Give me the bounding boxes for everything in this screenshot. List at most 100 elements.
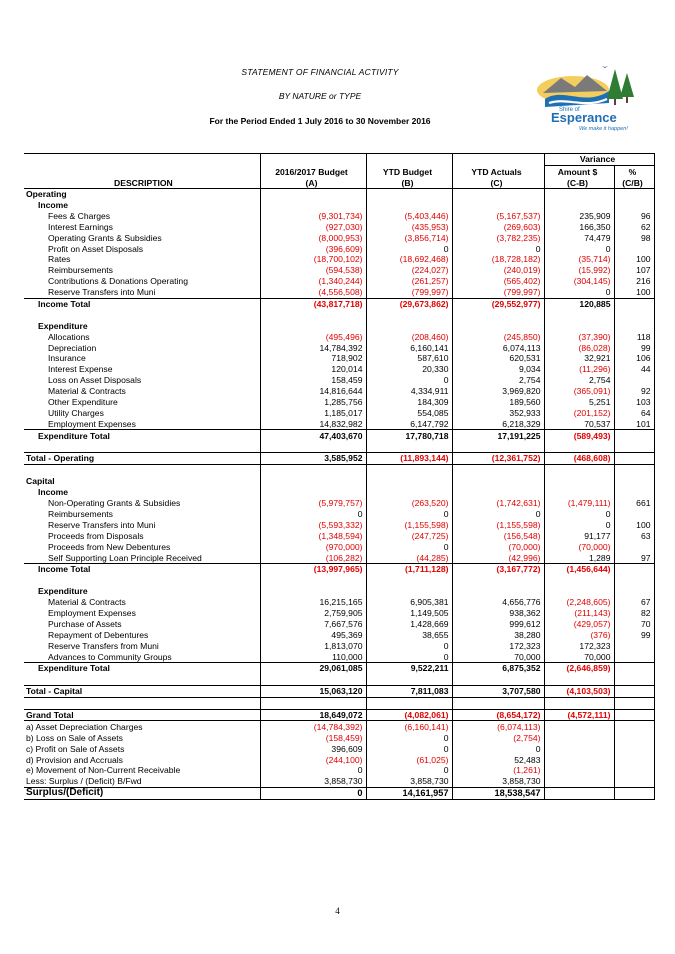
ytd-budget-cell bbox=[365, 574, 452, 586]
budget-cell: 15,063,120 bbox=[259, 684, 366, 698]
ytd-actuals-cell bbox=[451, 585, 544, 597]
col-amount-header: Amount $ bbox=[543, 165, 614, 177]
ytd-budget-cell bbox=[365, 585, 452, 597]
col-description-header: DESCRIPTION bbox=[24, 176, 260, 189]
row-label: Reserve Transfers into Muni bbox=[48, 519, 156, 530]
row-label: Less: Surplus / (Deficit) B/Fwd bbox=[26, 776, 142, 787]
variance-amount-cell: 0 bbox=[543, 508, 614, 520]
row-label: Profit on Asset Disposals bbox=[48, 243, 144, 254]
header-row-variance: Variance bbox=[24, 153, 655, 166]
col-ytd-budget-header: YTD Budget bbox=[365, 165, 452, 177]
ytd-budget-cell: (18,692,468) bbox=[365, 254, 452, 265]
table-row bbox=[24, 309, 655, 321]
table-row: Expenditure bbox=[24, 585, 655, 597]
budget-cell: 0 bbox=[259, 786, 366, 800]
budget-cell: (594,538) bbox=[259, 264, 366, 276]
logo-name: Shire of bbox=[559, 107, 580, 113]
budget-cell bbox=[259, 475, 366, 487]
row-label: Expenditure bbox=[38, 586, 88, 597]
ytd-actuals-cell bbox=[451, 188, 544, 200]
row-label: Self Supporting Loan Principle Received bbox=[48, 552, 202, 563]
row-label: Material & Contracts bbox=[48, 597, 126, 608]
budget-cell: 47,403,670 bbox=[259, 429, 366, 442]
row-label: Rates bbox=[48, 254, 71, 265]
budget-cell: (495,496) bbox=[259, 331, 366, 343]
ytd-budget-cell: 14,161,957 bbox=[365, 786, 452, 800]
variance-pct-cell bbox=[613, 574, 655, 586]
variance-pct-cell: 92 bbox=[613, 385, 655, 397]
report-period: For the Period Ended 1 July 2016 to 30 N… bbox=[209, 116, 431, 126]
variance-pct-cell bbox=[613, 429, 655, 442]
ytd-budget-cell: (5,403,446) bbox=[365, 210, 452, 222]
variance-pct-cell bbox=[613, 651, 655, 663]
table-row bbox=[24, 464, 655, 476]
ytd-actuals-cell bbox=[451, 475, 544, 487]
ytd-budget-cell bbox=[365, 464, 452, 476]
row-label bbox=[24, 575, 260, 586]
variance-pct-cell bbox=[613, 640, 655, 652]
table-row: Grand Total 18,649,072 (4,082,061) (8,654,1… bbox=[24, 708, 655, 722]
variance-amount-cell: (589,493) bbox=[543, 429, 614, 442]
ytd-actuals-cell: 38,280 bbox=[451, 629, 544, 641]
variance-amount-cell bbox=[543, 697, 614, 710]
variance-pct-cell bbox=[613, 661, 655, 674]
variance-pct-cell bbox=[613, 320, 655, 332]
ytd-actuals-cell: 2,754 bbox=[451, 374, 544, 386]
row-label: Proceeds from Disposals bbox=[48, 530, 144, 541]
ytd-actuals-cell: 6,875,352 bbox=[451, 661, 544, 674]
row-label: Grand Total bbox=[24, 708, 260, 722]
ytd-actuals-cell: 3,707,580 bbox=[451, 684, 544, 698]
variance-pct-cell bbox=[613, 562, 655, 575]
table-row: Expenditure bbox=[24, 320, 655, 332]
variance-pct-cell: 100 bbox=[613, 519, 655, 531]
table-row: e) Movement of Non-Current Receivable 0 0(… bbox=[24, 764, 655, 776]
table-row bbox=[24, 574, 655, 586]
budget-cell bbox=[259, 309, 366, 321]
ytd-actuals-cell: 620,531 bbox=[451, 353, 544, 364]
ytd-budget-cell: (4,082,061) bbox=[365, 708, 452, 722]
financial-activity-table: Variance 2016/2017 Budget YTD Budget YTD… bbox=[24, 153, 655, 800]
row-label: Expenditure bbox=[38, 320, 88, 331]
row-label: Employment Expenses bbox=[48, 418, 136, 429]
budget-cell: (1,348,594) bbox=[259, 530, 366, 542]
ytd-budget-cell: 3,858,730 bbox=[365, 775, 452, 788]
row-label: Capital bbox=[26, 476, 55, 487]
ytd-budget-cell bbox=[365, 309, 452, 321]
variance-pct-cell: 97 bbox=[613, 552, 655, 564]
row-label: Other Expenditure bbox=[48, 397, 118, 408]
table-row: Material & Contracts 14,816,644 4,334,911 3… bbox=[24, 385, 655, 397]
budget-cell: (13,997,965) bbox=[259, 562, 366, 575]
ytd-actuals-cell: 938,362 bbox=[451, 607, 544, 619]
ytd-actuals-cell: (269,603) bbox=[451, 221, 544, 233]
budget-cell: (106,282) bbox=[259, 552, 366, 564]
row-label: Non-Operating Grants & Subsidies bbox=[48, 498, 181, 509]
variance-pct-cell: 216 bbox=[613, 275, 655, 287]
ytd-actuals-cell: (70,000) bbox=[451, 541, 544, 553]
variance-pct-cell bbox=[613, 541, 655, 553]
ytd-budget-cell: 0 bbox=[365, 508, 452, 520]
ytd-budget-cell: (6,160,141) bbox=[365, 720, 452, 733]
col-pct-sub: (C/B) bbox=[613, 176, 655, 189]
row-label: Purchase of Assets bbox=[48, 618, 122, 629]
col-ytd-budget-sub: (B) bbox=[365, 176, 452, 189]
ytd-actuals-cell: 0 bbox=[451, 743, 544, 755]
ytd-actuals-cell bbox=[451, 574, 544, 586]
table-row: Contributions & Donations Operating (1,34… bbox=[24, 275, 655, 287]
budget-cell: 110,000 bbox=[259, 651, 366, 663]
budget-cell bbox=[259, 441, 366, 453]
ytd-actuals-cell: (3,167,772) bbox=[451, 562, 544, 575]
table-row: Expenditure Total 47,403,670 17,780,718 17,… bbox=[24, 429, 655, 442]
ytd-actuals-cell: 999,612 bbox=[451, 618, 544, 630]
ytd-actuals-cell: (156,548) bbox=[451, 530, 544, 542]
table-row: Income Total (43,817,718) (29,673,862) (29,… bbox=[24, 297, 655, 310]
variance-amount-cell: (70,000) bbox=[543, 541, 614, 553]
variance-pct-cell bbox=[613, 374, 655, 386]
ytd-budget-cell bbox=[365, 441, 452, 453]
variance-pct-cell bbox=[613, 508, 655, 520]
budget-cell: 0 bbox=[259, 508, 366, 520]
variance-amount-cell bbox=[543, 475, 614, 487]
variance-pct-cell bbox=[613, 585, 655, 597]
variance-pct-cell bbox=[613, 188, 655, 200]
logo-tagline: We make it happen! bbox=[579, 126, 628, 132]
ytd-actuals-cell: 6,074,113 bbox=[451, 342, 544, 354]
